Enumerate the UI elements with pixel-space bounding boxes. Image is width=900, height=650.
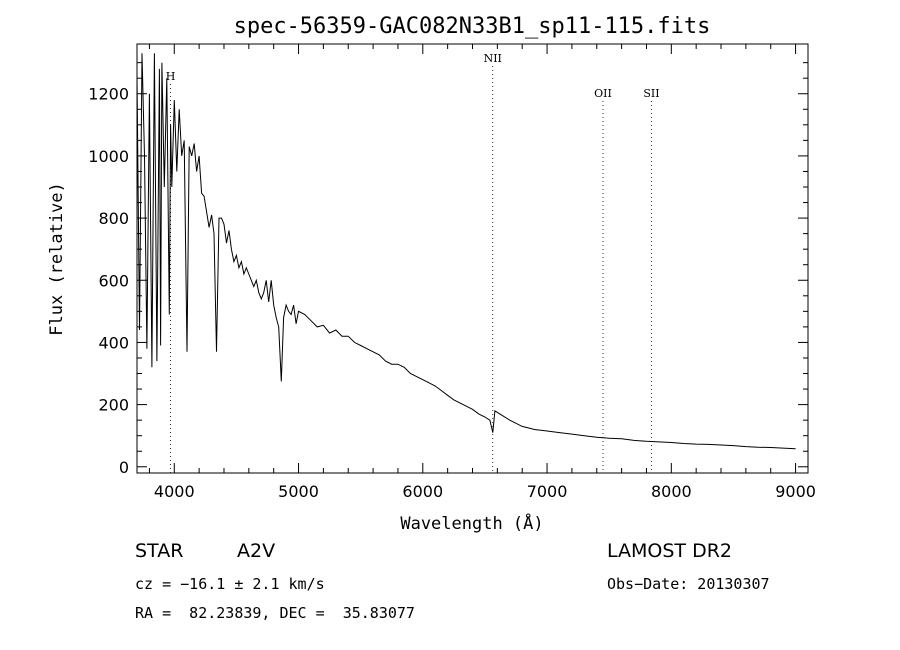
y-tick-label: 400 [98,333,129,352]
coordinates: RA = 82.23839, DEC = 35.83077 [135,604,415,622]
plot-frame [136,43,809,474]
y-tick-label: 800 [98,209,129,228]
object-class: STAR [135,540,184,562]
spectral-subclass: A2V [237,540,276,562]
line-marker-label-sii: SII [643,87,659,100]
y-axis-label: Flux (relative) [47,182,67,336]
axis-ticks: 4000 5000 6000 7000 8000 9000 0 200 400 600 800 100… [88,44,816,501]
observation-date: Obs−Date: 20130307 [607,575,770,593]
x-tick-label: 4000 [154,482,195,501]
y-tick-label: 200 [98,396,129,415]
x-tick-label: 9000 [775,482,816,501]
x-axis-label: Wavelength (Å) [400,512,543,534]
spectral-line-markers: H NII OII SII [166,52,660,473]
spectrum-line [136,53,796,450]
y-tick-label: 1000 [88,147,129,166]
x-tick-label: 7000 [527,482,568,501]
x-tick-label: 5000 [278,482,319,501]
y-tick-label: 0 [119,458,129,477]
line-marker-label-nii: NII [484,52,502,65]
line-marker-label-oii: OII [594,87,612,100]
x-tick-label: 8000 [651,482,692,501]
chart-title: spec-56359-GAC082N33B1_sp11-115.fits [234,14,711,39]
y-tick-label: 1200 [88,85,129,104]
y-tick-label: 600 [98,271,129,290]
series-layer [136,53,796,450]
plot-border [136,43,809,474]
line-marker-label-h: H [166,70,176,83]
redshift-velocity: cz = −16.1 ± 2.1 km/s [135,575,325,593]
x-tick-label: 6000 [402,482,443,501]
survey-name: LAMOST DR2 [607,540,732,562]
